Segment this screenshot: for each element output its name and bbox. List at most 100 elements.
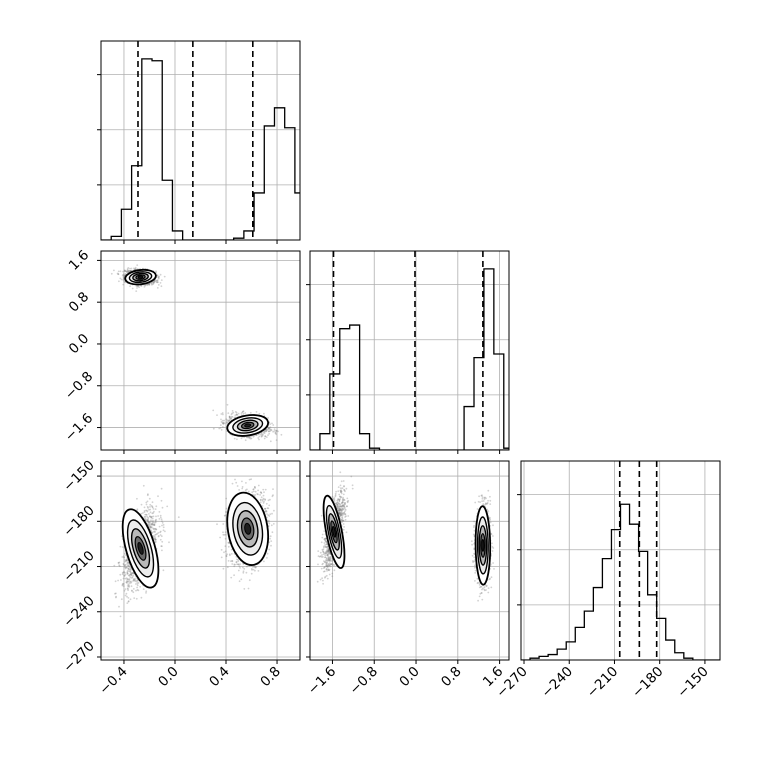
scatter-point	[271, 524, 273, 526]
scatter-point	[126, 593, 128, 595]
scatter-point	[257, 490, 259, 492]
scatter-point	[258, 485, 260, 487]
scatter-point	[128, 570, 130, 572]
scatter-point	[151, 505, 153, 507]
scatter-point	[269, 538, 271, 540]
scatter-point	[221, 549, 223, 551]
scatter-point	[261, 434, 263, 436]
scatter-point	[125, 581, 127, 583]
scatter-point	[115, 593, 117, 595]
scatter-point	[156, 533, 158, 535]
scatter-point	[244, 412, 246, 414]
scatter-point	[168, 541, 170, 543]
scatter-point	[164, 276, 166, 278]
scatter-point	[226, 555, 228, 557]
scatter-point	[123, 279, 125, 281]
scatter-point	[264, 438, 266, 440]
scatter-point	[239, 563, 241, 565]
scatter-point	[143, 588, 145, 590]
scatter-point	[149, 504, 151, 506]
scatter-point	[125, 568, 127, 570]
x-tick-label: 0.8	[257, 664, 284, 691]
scatter-point	[120, 270, 122, 272]
scatter-point	[146, 514, 148, 516]
scatter-point	[230, 560, 232, 562]
scatter-point	[242, 567, 244, 569]
scatter-point	[263, 502, 265, 504]
scatter-point	[141, 597, 143, 599]
scatter-point	[272, 488, 274, 490]
scatter-point	[222, 531, 224, 533]
scatter-point	[143, 485, 145, 487]
scatter-point	[233, 564, 235, 566]
x-tick-label: −150	[674, 664, 712, 702]
scatter-point	[148, 513, 150, 515]
scatter-point	[225, 551, 227, 553]
scatter-point	[124, 561, 126, 563]
scatter-point	[252, 489, 254, 491]
scatter-point	[125, 559, 127, 561]
scatter-point	[254, 487, 256, 489]
scatter-point	[234, 479, 236, 481]
scatter-point	[113, 270, 115, 272]
scatter-point	[136, 285, 138, 287]
scatter-point	[144, 510, 146, 512]
scatter-point	[126, 602, 128, 604]
scatter-point	[230, 577, 232, 579]
scatter-point	[133, 597, 135, 599]
scatter-point	[268, 549, 270, 551]
scatter-point	[122, 546, 124, 548]
scatter-point	[126, 573, 128, 575]
scatter-point	[339, 471, 341, 473]
scatter-point	[155, 520, 157, 522]
scatter-point	[320, 552, 322, 554]
scatter-point	[122, 271, 124, 273]
scatter-point	[123, 276, 125, 278]
scatter-point	[147, 506, 149, 508]
scatter-point	[129, 574, 131, 576]
scatter-point	[164, 531, 166, 533]
scatter-point	[132, 288, 134, 290]
cluster-1	[212, 404, 282, 442]
scatter-point	[343, 480, 345, 482]
scatter-point	[254, 570, 256, 572]
scatter-point	[138, 590, 140, 592]
y-tick-label: −1.6	[62, 410, 96, 444]
scatter-point	[166, 506, 168, 508]
scatter-point	[122, 573, 124, 575]
scatter-point	[127, 267, 129, 269]
scatter-point	[118, 562, 120, 564]
axes-frame	[101, 41, 300, 240]
scatter-point	[270, 545, 272, 547]
density-contour	[138, 276, 143, 279]
histogram-p2	[521, 461, 720, 660]
scatter-point	[245, 439, 247, 441]
histogram-p1	[310, 251, 518, 450]
scatter-point	[124, 270, 126, 272]
scatter-point	[130, 598, 132, 600]
scatter-point	[117, 580, 119, 582]
scatter-point	[144, 286, 146, 288]
scatter-point	[127, 568, 129, 570]
scatter-point	[121, 598, 123, 600]
scatter-point	[160, 515, 162, 517]
scatter-point	[342, 487, 344, 489]
scatter-point	[161, 279, 163, 281]
scatter-point	[264, 435, 266, 437]
scatter-point	[120, 616, 122, 618]
scatter-point	[159, 518, 161, 520]
gridlines-1-1	[332, 251, 499, 450]
scatter-point	[222, 422, 224, 424]
scatter-point	[272, 531, 274, 533]
scatter-point	[222, 534, 224, 536]
scatter-point	[220, 424, 222, 426]
x-tick-label: 0.4	[206, 664, 233, 691]
axes-frame	[521, 461, 720, 660]
scatter-point	[220, 419, 222, 421]
scatter-point	[223, 568, 225, 570]
scatter-point	[231, 413, 233, 415]
scatter-point	[162, 507, 164, 509]
scatter-point	[225, 531, 227, 533]
scatter-point	[160, 531, 162, 533]
